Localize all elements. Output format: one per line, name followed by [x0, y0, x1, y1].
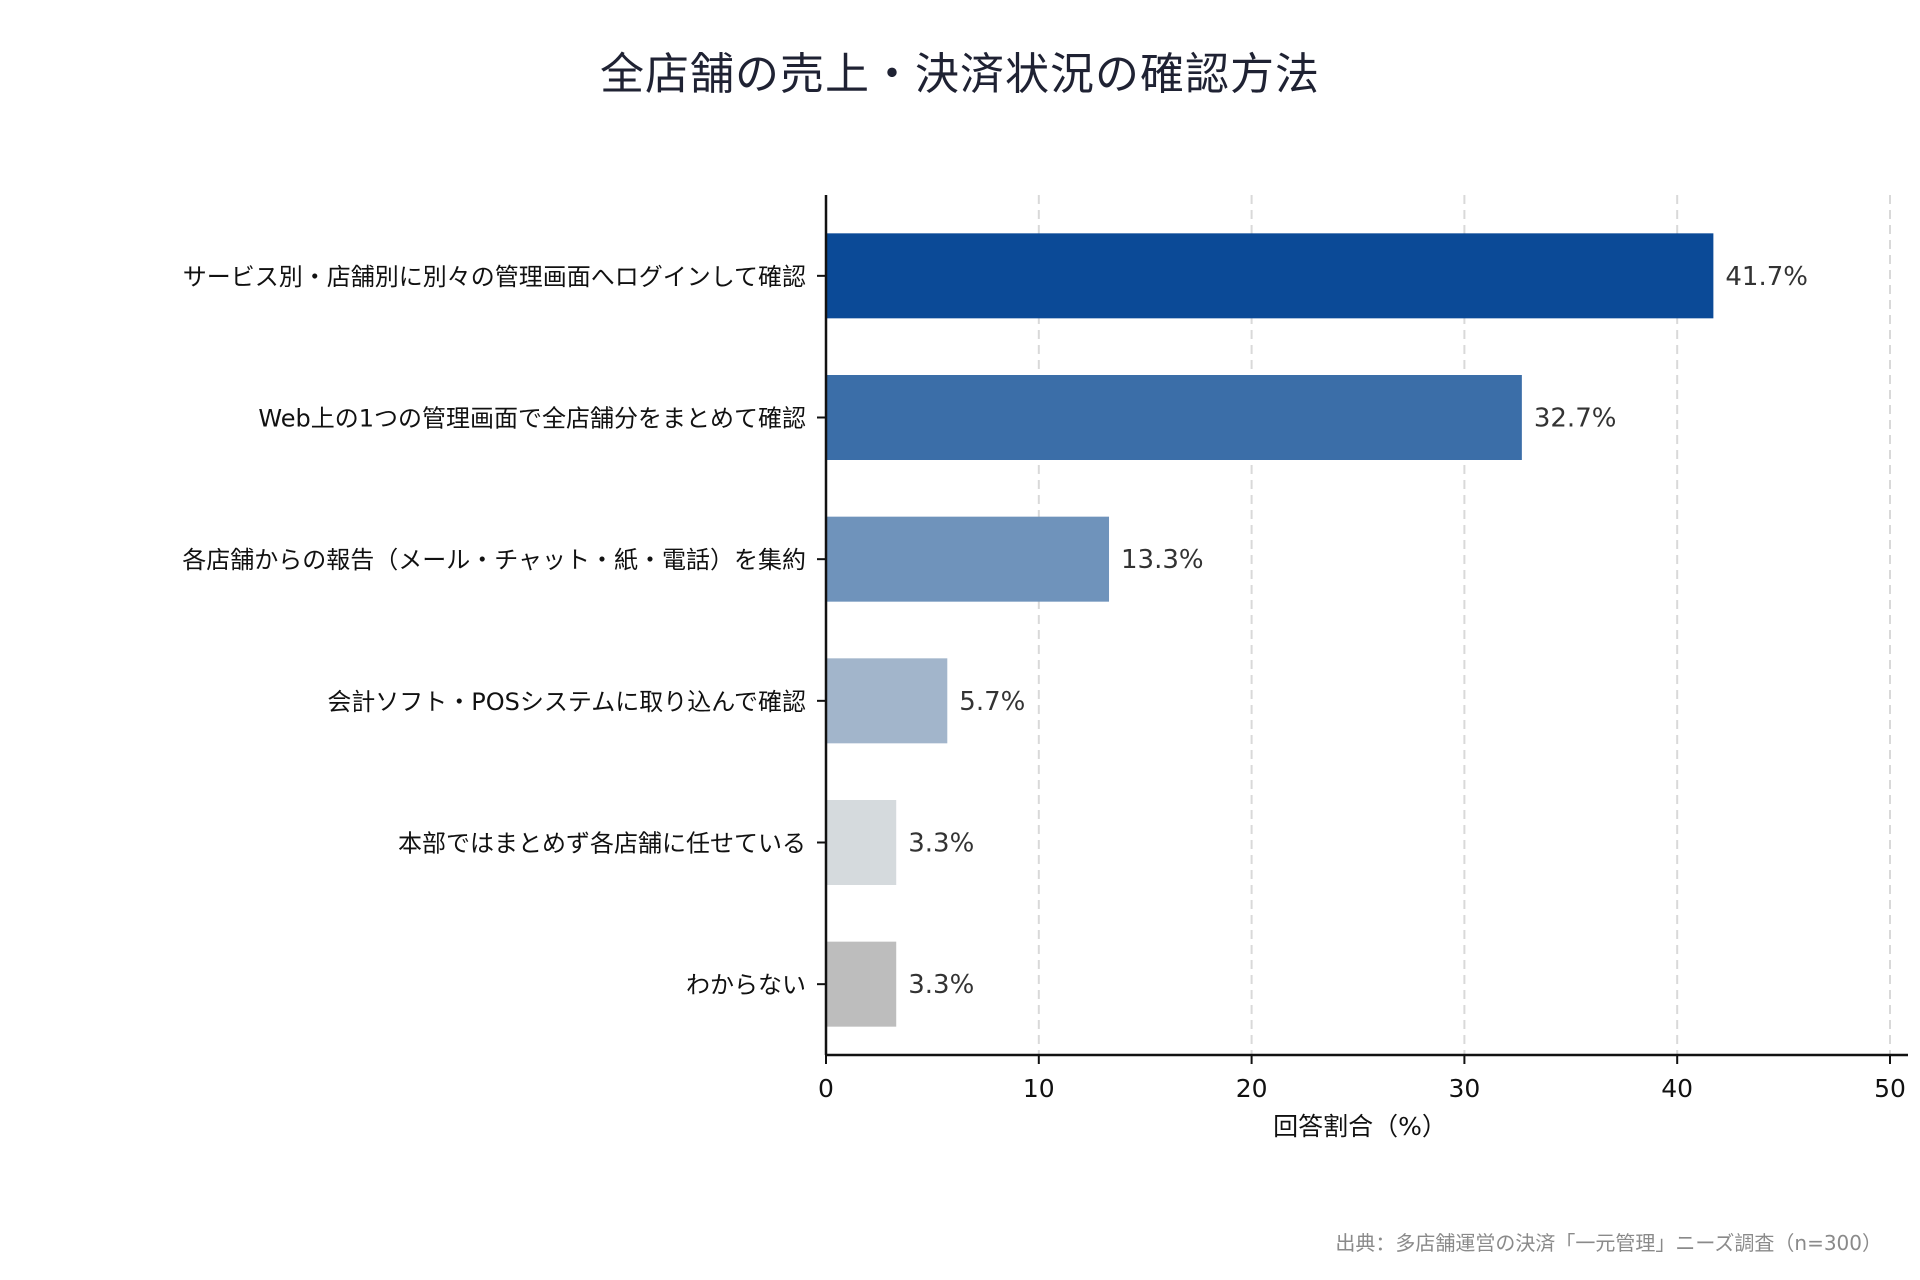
source-note: 出典：多店舗運営の決済「一元管理」ニーズ調査（n=300）: [1335, 1231, 1882, 1255]
bar: [826, 516, 1110, 602]
x-tick-label: 50: [1874, 1074, 1906, 1103]
category-label: 本部ではまとめず各店舗に任せている: [398, 830, 806, 858]
category-label: わからない: [686, 971, 806, 999]
bar: [826, 941, 897, 1027]
bar-value-label: 3.3%: [908, 829, 974, 859]
x-tick-label: 20: [1236, 1074, 1268, 1103]
axes: 0 10 20 30 40 50 サービス別・店舗別に別々の管理画面へログインして確認 Web…: [182, 195, 1908, 1103]
bar: [826, 800, 897, 885]
x-tick-label: 40: [1661, 1074, 1693, 1103]
x-tick-label: 30: [1448, 1074, 1480, 1103]
x-tick-label: 0: [818, 1074, 834, 1103]
chart-title: 全店舗の売上・決済状況の確認方法: [600, 49, 1320, 100]
category-label: 会計ソフト・POSシステムに取り込んで確認: [327, 688, 806, 716]
x-tick-label: 10: [1023, 1074, 1055, 1103]
bar-value-label: 3.3%: [908, 970, 974, 1000]
bars: 41.7% 32.7% 13.3% 5.7% 3.3% 3.3%: [826, 233, 1808, 1027]
bar-value-label: 32.7%: [1534, 404, 1617, 434]
bar-value-label: 41.7%: [1725, 262, 1808, 292]
bar-value-label: 5.7%: [959, 687, 1025, 717]
category-label: サービス別・店舗別に別々の管理画面へログインして確認: [183, 263, 806, 291]
category-label: 各店舗からの報告（メール・チャット・紙・電話）を集約: [182, 546, 806, 574]
bar: [826, 658, 948, 744]
grid-lines: [1037, 195, 1891, 1055]
bar: [826, 233, 1714, 319]
bar-value-label: 13.3%: [1121, 545, 1204, 575]
x-axis-label: 回答割合（%）: [1273, 1112, 1447, 1141]
bar: [826, 375, 1522, 460]
category-label: Web上の1つの管理画面で全店舗分をまとめて確認: [258, 405, 806, 433]
